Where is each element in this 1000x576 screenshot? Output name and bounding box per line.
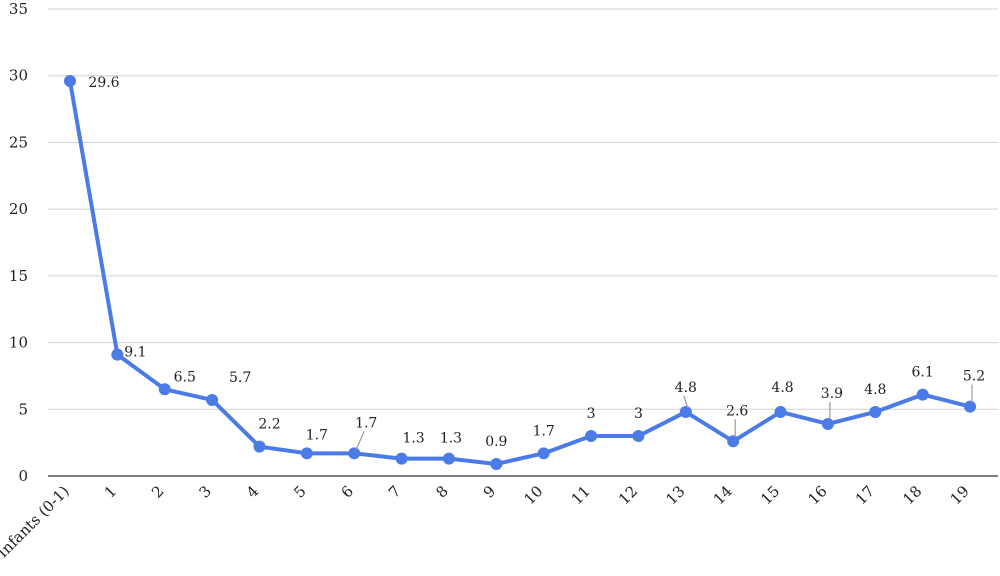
data-point [64,75,76,88]
data-point [111,348,124,361]
data-label: 4.8 [864,382,886,398]
x-tick-label: Infants (0-1) [0,482,73,561]
x-tick-label: 14 [710,482,736,508]
x-tick-label: 6 [338,482,357,501]
data-label: 6.1 [912,365,934,381]
data-point [679,405,692,418]
data-point [585,429,598,442]
x-tick-label: 13 [662,482,688,508]
x-tick-label: 4 [243,482,262,501]
x-tick-label: 5 [290,482,309,501]
label-leader-lines [355,384,973,450]
data-point [964,400,977,413]
data-label: 5.2 [963,369,985,385]
x-tick-label: 11 [568,482,594,508]
y-tick-label: 10 [9,334,28,352]
data-point [206,393,219,406]
data-label: 5.7 [229,370,251,386]
data-point [300,447,313,460]
data-point [490,457,503,470]
y-tick-label: 20 [9,200,28,218]
data-label: 1.7 [533,423,555,439]
data-point [253,440,266,453]
label-leader-line [683,395,689,409]
x-tick-label: 16 [805,482,831,508]
x-tick-label: 12 [615,482,641,508]
data-label: 3.9 [821,386,843,402]
data-label: 1.7 [306,427,328,443]
y-tick-label: 35 [9,0,28,18]
data-label: 3 [587,406,596,422]
y-tick-label: 15 [9,267,28,285]
data-point [821,417,834,430]
data-point [442,452,455,465]
data-point [632,429,645,442]
data-label: 3 [634,406,643,422]
x-tick-label: 7 [385,482,404,501]
data-label: 4.8 [771,380,793,396]
x-tick-label: 8 [432,482,451,501]
grid-lines [48,8,998,477]
series-line-group [68,80,971,466]
data-label: 9.1 [124,345,146,361]
data-label: 4.8 [675,380,697,396]
data-label: 0.9 [485,434,507,450]
x-tick-label: 2 [148,482,167,501]
data-point [774,405,787,418]
data-label: 1.7 [355,415,377,431]
x-tick-label: 15 [757,482,783,508]
y-tick-label: 5 [18,400,28,418]
data-points [64,75,977,470]
x-tick-label: 19 [947,482,973,508]
x-tick-label: 10 [520,482,546,508]
y-tick-label: 0 [18,467,28,485]
x-tick-label: 18 [899,482,925,508]
x-tick-label: 17 [852,482,878,508]
x-tick-label: 9 [480,482,499,501]
data-label: 29.6 [88,75,119,91]
data-point [348,447,361,460]
data-labels: 29.6 9.1 6.5 5.7 2.2 1.7 1.7 1.3 1.3 0.9 1.7 3 3 4.8 2… [88,75,985,450]
data-label: 6.5 [174,369,196,385]
data-label: 2.6 [726,403,748,419]
data-point [727,435,740,448]
x-tick-label: 3 [195,482,214,501]
data-point [395,452,408,465]
data-label: 1.3 [402,431,424,447]
data-point [158,383,171,396]
x-axis-tick-labels: Infants (0-1) 1 2 3 4 5 6 7 8 9 10 11 12 13 14 15 16 17 18… [0,482,973,561]
data-label: 1.3 [440,431,462,447]
label-leader-line [355,431,365,450]
data-label: 2.2 [258,417,280,433]
data-point [537,447,550,460]
y-tick-label: 25 [9,133,28,151]
series-line [68,80,971,466]
x-tick-label: 1 [101,482,120,501]
data-point [916,388,929,401]
data-point [869,405,882,418]
y-tick-label: 30 [9,67,28,85]
y-axis-tick-labels: 0 5 10 15 20 25 30 35 [9,0,28,485]
